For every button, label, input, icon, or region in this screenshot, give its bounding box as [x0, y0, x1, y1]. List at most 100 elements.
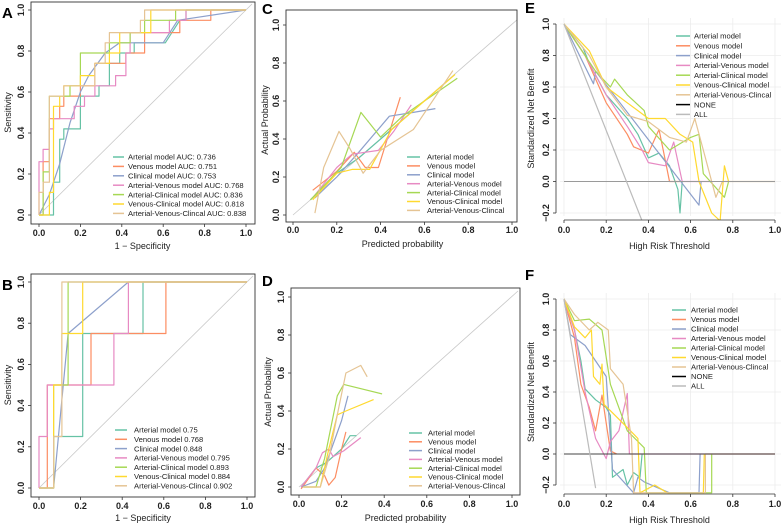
- legend-label: NONE: [694, 100, 716, 109]
- x-tick-label: 0.4: [374, 225, 387, 235]
- legend-label: Arterial-Clinical model: [427, 188, 501, 197]
- x-tick-label: 0.2: [600, 499, 613, 509]
- series-line-arterialvenousclinical: [314, 70, 454, 214]
- panel-letter: F: [525, 267, 534, 284]
- x-tick-label: 1.0: [241, 501, 254, 511]
- legend-label: Venous-Clinical model: [694, 81, 769, 90]
- legend-label: Arterial-Venous-Clincal AUC: 0.838: [128, 209, 246, 218]
- y-tick-label: 0.2: [541, 417, 551, 430]
- plot-frame: [30, 1, 256, 225]
- series-line-arterialvenous: [38, 281, 247, 488]
- y-tick-label: 0.6: [541, 81, 551, 94]
- x-tick-label: 0.2: [331, 225, 344, 235]
- legend-label: Venous-Clinical model: [691, 353, 766, 362]
- x-tick-label: 1.0: [769, 499, 782, 509]
- y-tick-label: 0.6: [271, 95, 281, 108]
- series-line-arterialvenous: [563, 23, 712, 183]
- legend-label: Arterial-Venous model: [428, 455, 503, 464]
- y-tick-label: 1.0: [541, 293, 551, 306]
- plot-frame: [290, 287, 521, 496]
- series-line-venous: [312, 97, 401, 191]
- legend-label: Clinical model: [691, 325, 739, 334]
- y-tick-label: 0.2: [271, 171, 281, 184]
- y-tick-label: 0.2: [541, 144, 551, 157]
- x-tick-label: 0.6: [158, 501, 171, 511]
- x-tick-label: 0.6: [157, 228, 170, 238]
- legend-label: Clinical model: [694, 51, 742, 60]
- x-tick-label: 0.0: [287, 225, 300, 235]
- legend-label: Arterial-Clinical model 0.893: [134, 463, 229, 472]
- x-tick-label: 0.2: [600, 225, 613, 235]
- legend-label: Arterial-Clinical model: [691, 344, 765, 353]
- y-tick-label: 1.0: [271, 19, 281, 32]
- legend-label: Arterial-Clinical model AUC: 0.836: [128, 190, 243, 199]
- y-axis-label: Standardized Net Benefit: [526, 341, 536, 442]
- x-tick-label: 0.0: [293, 499, 306, 509]
- y-axis-label: Standardized Net Benefit: [526, 68, 536, 169]
- plot-area: [298, 290, 519, 490]
- series-line-arterial: [563, 298, 643, 486]
- legend-label: Venous model 0.768: [134, 435, 203, 444]
- series-line-venous: [563, 298, 618, 455]
- y-tick-label: 0.0: [16, 482, 26, 495]
- y-tick-label: 0.6: [16, 86, 26, 99]
- legend-label: Arterial model: [694, 32, 741, 41]
- y-tick-label: 0.4: [276, 405, 286, 418]
- y-tick-label: 0.4: [541, 386, 551, 399]
- y-tick-label: 1.0: [16, 276, 26, 289]
- y-tick-label: 1.0: [541, 18, 551, 31]
- y-tick-label: −0.2: [541, 204, 551, 222]
- y-tick-label: −0.2: [541, 476, 551, 494]
- series-line-venous: [39, 281, 247, 489]
- legend-label: ALL: [694, 110, 708, 119]
- legend-label: Arterial-Venous-Clincal: [694, 91, 772, 100]
- y-tick-label: 0.0: [541, 175, 551, 188]
- x-axis-label: Predicted probability: [365, 513, 447, 523]
- y-tick-label: 1.0: [276, 291, 286, 304]
- x-tick-label: 0.0: [558, 499, 571, 509]
- x-tick-label: 0.8: [727, 225, 740, 235]
- x-axis-label: 1 − Specificity: [115, 241, 171, 251]
- legend-label: Venous model: [428, 438, 476, 447]
- plot-area: [292, 19, 517, 216]
- y-tick-label: 0.6: [16, 358, 26, 371]
- y-tick-label: 0.8: [271, 57, 281, 70]
- y-tick-label: 0.2: [16, 441, 26, 454]
- x-tick-label: 0.2: [74, 228, 87, 238]
- legend-label: Clinical model: [427, 171, 475, 180]
- series-line-arterialvenousclinical: [38, 9, 246, 215]
- legend-label: ALL: [691, 382, 705, 391]
- y-tick-label: 0.8: [541, 49, 551, 62]
- series-line-venousclinical: [312, 73, 456, 201]
- reference-diagonal: [38, 3, 253, 216]
- plot-area: [563, 23, 775, 220]
- plot-area: [38, 275, 254, 489]
- plot-frame: [285, 9, 518, 223]
- y-axis-label: Actual Probability: [260, 85, 270, 155]
- x-tick-label: 0.6: [421, 499, 434, 509]
- y-tick-label: 0.6: [276, 367, 286, 380]
- x-axis-label: High Risk Threshold: [629, 515, 710, 525]
- legend-label: NONE: [691, 372, 713, 381]
- x-axis-label: High Risk Threshold: [629, 241, 710, 251]
- y-tick-label: 0.4: [16, 399, 26, 412]
- x-tick-label: 0.0: [558, 225, 571, 235]
- series-line-arterialvenousclinical: [563, 23, 775, 198]
- legend-label: Clinical model: [428, 446, 476, 455]
- series-line-all: [563, 23, 643, 220]
- legend-label: Clinical model 0.848: [134, 444, 202, 453]
- series-line-arterialclinical: [39, 9, 246, 216]
- legend-label: Venous model: [691, 315, 739, 324]
- legend-label: Arterial-Venous model AUC: 0.768: [128, 181, 244, 190]
- y-tick-label: 0.0: [541, 448, 551, 461]
- y-tick-label: 0.0: [276, 481, 286, 494]
- legend-label: Venous-Clinical model AUC: 0.818: [128, 200, 244, 209]
- plot-area: [38, 3, 253, 216]
- series-line-clinical: [314, 108, 436, 199]
- x-tick-label: 0.6: [684, 499, 697, 509]
- legend-label: Venous model: [694, 42, 742, 51]
